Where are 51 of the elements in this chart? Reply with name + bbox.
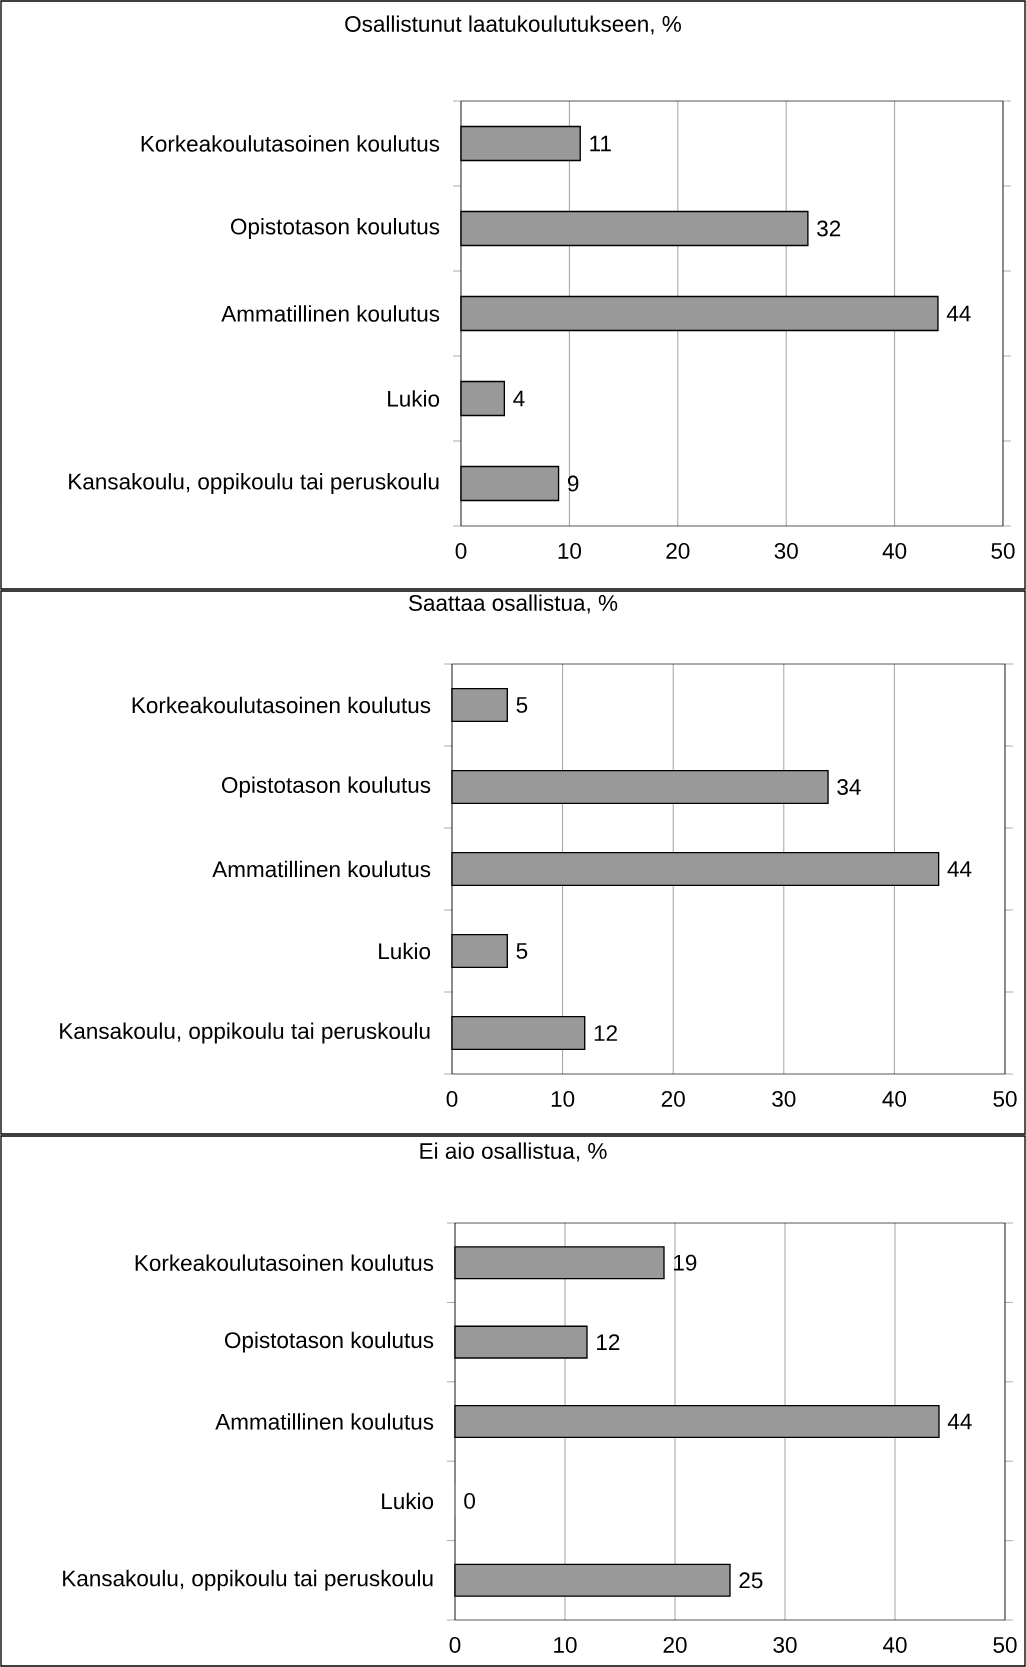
x-tick-label: 10 <box>551 1090 575 1107</box>
data-label: 4 <box>513 390 525 407</box>
data-label: 5 <box>516 943 528 959</box>
y-tick-label: Lukio <box>388 390 440 407</box>
x-tick-label: 0 <box>449 1636 461 1653</box>
x-tick-label: 50 <box>993 1636 1017 1653</box>
x-tick-label: 40 <box>882 1090 907 1107</box>
x-tick-label: 50 <box>993 1090 1017 1107</box>
x-tick-label: 20 <box>666 542 690 559</box>
data-label: 44 <box>947 1413 972 1430</box>
y-tick-label: Ammatillinen koulutus <box>221 305 440 322</box>
data-label: 9 <box>567 475 579 492</box>
x-tick-label: 10 <box>558 542 582 559</box>
data-label: 12 <box>597 1334 620 1350</box>
data-label: 44 <box>946 305 971 322</box>
data-label: 34 <box>837 779 861 795</box>
x-tick-label: 50 <box>991 542 1015 559</box>
x-tick-label: 30 <box>772 1090 796 1107</box>
y-tick-label: Kansakoulu, oppikoulu tai peruskoulu <box>63 1569 433 1591</box>
x-tick-label: 30 <box>773 1636 797 1653</box>
x-tick-label: 20 <box>663 1636 687 1653</box>
data-label: 44 <box>947 861 972 877</box>
data-label: 12 <box>594 1025 617 1041</box>
x-tick-label: 40 <box>883 1636 907 1653</box>
y-tick-label: Korkeakoulutasoinen koulutus <box>132 696 431 714</box>
y-tick-label: Opistotason koulutus <box>225 1331 434 1353</box>
data-label: 0 <box>464 1492 475 1509</box>
y-tick-label: Ammatillinen koulutus <box>215 1413 434 1430</box>
data-label: 32 <box>817 220 841 237</box>
chart-title: Osallistunut laatukoulutukseen, % <box>345 15 681 35</box>
y-tick-label: Ammatillinen koulutus <box>212 860 431 878</box>
y-tick-label: Kansakoulu, oppikoulu tai peruskoulu <box>69 473 439 494</box>
chart-title: Saattaa osallistua, % <box>408 594 618 614</box>
x-tick-label: 40 <box>882 542 907 559</box>
y-tick-label: Opistotason koulutus <box>222 776 431 798</box>
x-tick-label: 20 <box>661 1090 685 1107</box>
y-tick-label: Opistotason koulutus <box>231 218 440 239</box>
data-label: 5 <box>516 697 528 713</box>
y-tick-label: Korkeakoulutasoinen koulutus <box>135 1254 434 1271</box>
y-tick-label: Korkeakoulutasoinen koulutus <box>141 135 440 152</box>
y-tick-label: Kansakoulu, oppikoulu tai peruskoulu <box>60 1022 430 1044</box>
x-tick-label: 30 <box>774 542 798 559</box>
x-tick-label: 0 <box>446 1090 458 1107</box>
data-label: 19 <box>674 1254 697 1271</box>
x-tick-label: 10 <box>554 1636 577 1653</box>
x-tick-label: 0 <box>455 542 467 559</box>
y-tick-label: Lukio <box>379 942 431 960</box>
chart-title: Ei aio osallistua, % <box>420 1142 607 1162</box>
y-tick-label: Lukio <box>382 1492 434 1510</box>
data-label: 25 <box>739 1572 763 1589</box>
data-label: 11 <box>590 135 611 152</box>
